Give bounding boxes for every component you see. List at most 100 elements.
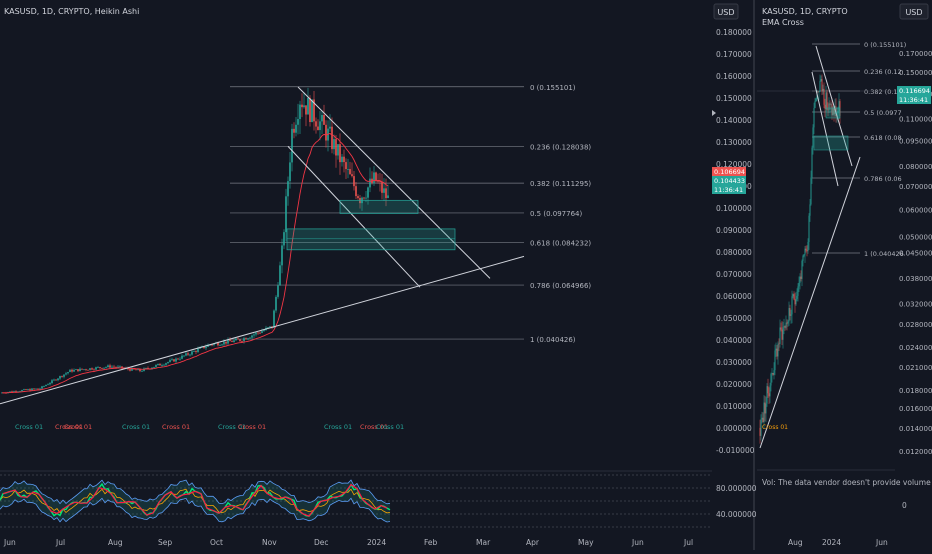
right-fib-label: 0.382 (0.11 bbox=[864, 88, 902, 96]
right-candle-body bbox=[779, 327, 781, 344]
left-fib-label: 0.618 (0.084232) bbox=[530, 240, 591, 248]
left-candle-body bbox=[145, 367, 147, 369]
right-candles bbox=[759, 74, 841, 444]
right-currency-button[interactable] bbox=[899, 3, 929, 20]
right-indicator-name: EMA Cross bbox=[762, 18, 804, 27]
left-price-tick: 0.160000 bbox=[716, 72, 752, 81]
left-candle-body bbox=[73, 369, 75, 372]
left-drawings[interactable] bbox=[0, 86, 525, 405]
right-price-tick: 0.021000 bbox=[899, 364, 932, 372]
right-candle-body bbox=[780, 327, 782, 330]
left-price-tick: 0.120000 bbox=[716, 160, 752, 169]
right-candle-body bbox=[775, 348, 777, 351]
left-trendline-channel bbox=[287, 146, 421, 288]
right-candle-body bbox=[820, 78, 822, 81]
left-candle-body bbox=[235, 338, 237, 341]
left-candle-body bbox=[25, 389, 27, 391]
left-price-tick: 0.060000 bbox=[716, 292, 752, 301]
left-candle-body bbox=[157, 363, 159, 366]
left-candle-body bbox=[295, 124, 297, 133]
right-price-tick: 0.150000 bbox=[899, 69, 932, 77]
left-candle-body bbox=[353, 176, 355, 187]
left-price-axis[interactable]: 0.180000 0.170000 0.160000 0.150000 0.140000… bbox=[712, 28, 757, 519]
left-candle-body bbox=[285, 196, 287, 233]
right-candle-body bbox=[813, 108, 815, 128]
left-candle-body bbox=[75, 369, 77, 370]
left-candle-body bbox=[267, 327, 269, 329]
left-price-tick: 0.100000 bbox=[716, 204, 752, 213]
left-candle-body bbox=[263, 330, 265, 332]
right-price-tick: 0.095000 bbox=[899, 137, 932, 145]
right-candle-body bbox=[832, 107, 834, 116]
osc-axis-tick: 40.000000 bbox=[716, 510, 757, 519]
left-candle-body bbox=[57, 378, 59, 381]
right-candle-body bbox=[762, 417, 764, 423]
right-candle-body bbox=[808, 215, 810, 243]
left-time-tick: Jun bbox=[631, 538, 644, 547]
right-time-tick: 2024 bbox=[822, 538, 841, 547]
right-candle-body bbox=[802, 255, 804, 261]
right-price-tick: 0.080000 bbox=[899, 163, 932, 171]
left-candle-body bbox=[333, 139, 335, 150]
left-candle-body bbox=[373, 172, 375, 183]
left-time-axis[interactable]: Jun Jul Aug Sep Oct Nov Dec 2024 Feb Mar Apr May Jun… bbox=[3, 538, 693, 547]
right-candle-body bbox=[764, 402, 766, 414]
osc-axis-tick: 80.000000 bbox=[716, 484, 757, 493]
osc-signal-line bbox=[0, 488, 391, 514]
right-price-axis[interactable]: 0.1700000.1500000.1300000.1100000.095000… bbox=[899, 50, 932, 456]
right-price-tag: 11:36:41 bbox=[899, 96, 928, 104]
right-trendline-support bbox=[759, 156, 861, 449]
right-drawings[interactable] bbox=[759, 45, 861, 449]
left-candle-body bbox=[343, 156, 345, 163]
left-candle-body bbox=[337, 144, 339, 156]
left-candle-body bbox=[323, 115, 325, 125]
left-time-tick: Apr bbox=[526, 538, 540, 547]
left-cross-label: Cross 01 bbox=[238, 423, 266, 431]
right-price-tick: 0.012000 bbox=[899, 448, 932, 456]
left-price-tick: 0.150000 bbox=[716, 94, 752, 103]
left-candle-body bbox=[81, 368, 83, 370]
right-candle-body bbox=[772, 372, 774, 375]
left-cross-label: Cross 01 bbox=[122, 423, 150, 431]
left-cross-label: Cross 01 bbox=[324, 423, 352, 431]
left-price-tag-bg bbox=[712, 185, 746, 194]
left-price-tick: 0.030000 bbox=[716, 358, 752, 367]
left-candle-body bbox=[383, 188, 385, 193]
left-candle-body bbox=[229, 339, 231, 342]
right-candle-body bbox=[833, 107, 835, 115]
left-candle-body bbox=[169, 360, 171, 363]
right-candle-body bbox=[800, 276, 802, 279]
left-candle-body bbox=[47, 384, 49, 386]
left-candle-body bbox=[105, 367, 107, 368]
right-candle-body bbox=[818, 91, 820, 93]
left-candle-body bbox=[117, 366, 119, 368]
left-candle-body bbox=[243, 338, 245, 342]
left-candle-body bbox=[335, 139, 337, 156]
right-time-axis[interactable]: Aug 2024 Jun bbox=[788, 538, 888, 547]
left-candle-body bbox=[281, 245, 283, 266]
left-price-tick: 0.000000 bbox=[716, 424, 752, 433]
right-cross-labels: Cross 01 bbox=[762, 424, 788, 431]
left-candle-body bbox=[185, 353, 187, 356]
left-candle-body bbox=[367, 187, 369, 198]
right-price-tag: 0.116694 bbox=[899, 87, 930, 95]
left-cross-label: Cross 01 bbox=[218, 423, 246, 431]
left-currency-button[interactable] bbox=[713, 3, 739, 20]
right-price-tick: 0.014000 bbox=[899, 425, 932, 433]
left-candle-body bbox=[291, 128, 293, 163]
right-candle-body bbox=[793, 294, 795, 300]
left-candle-body bbox=[233, 340, 235, 342]
left-currency-label: USD bbox=[717, 8, 734, 17]
left-candle-body bbox=[55, 379, 57, 381]
osc-upper-band bbox=[0, 479, 391, 505]
left-candle-body bbox=[31, 388, 33, 391]
left-oscillator bbox=[0, 474, 712, 528]
left-candle-body bbox=[11, 391, 13, 393]
left-time-tick: Jun bbox=[3, 538, 16, 547]
right-candle-body bbox=[829, 103, 831, 105]
right-candle-body bbox=[776, 348, 778, 357]
left-cross-label: Cross 01 bbox=[376, 423, 404, 431]
left-trendline-resistance bbox=[297, 86, 491, 279]
right-candle-body bbox=[799, 276, 801, 283]
